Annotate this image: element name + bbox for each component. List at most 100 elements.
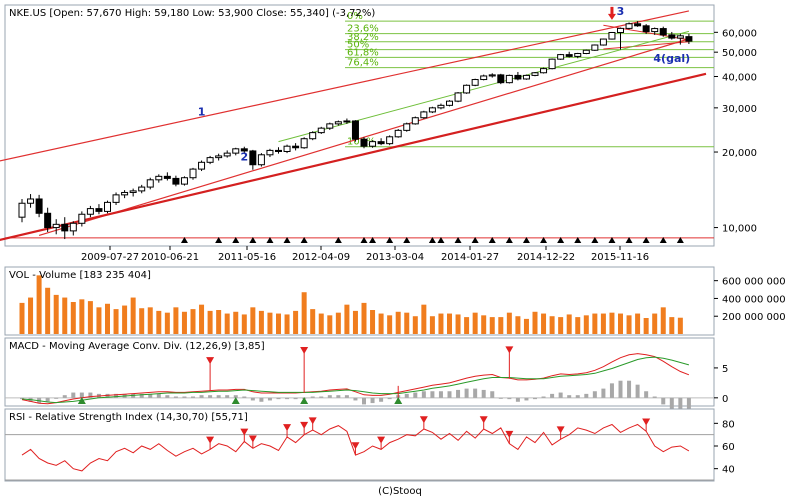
volume-bar: [335, 312, 341, 334]
y-tick-label: 400 000 000: [722, 294, 786, 305]
volume-bar: [455, 314, 461, 334]
candle-body: [420, 111, 428, 119]
histogram-bar: [353, 397, 358, 401]
volume-bar: [498, 317, 504, 334]
macd-lines: [21, 353, 690, 405]
volume-bar: [327, 315, 333, 334]
signal-triangle-icon: [488, 237, 496, 243]
volume-bar: [190, 309, 196, 334]
volume-bar: [489, 317, 495, 334]
volume-bar: [626, 315, 632, 334]
candle-body: [163, 175, 171, 179]
volume-bar: [387, 315, 393, 334]
x-tick-label: 2015-11-16: [591, 252, 649, 263]
candle-body: [548, 58, 556, 70]
volume-bar: [618, 313, 623, 334]
candle-body: [275, 149, 282, 152]
signal-triangle-icon: [369, 237, 377, 243]
fib-level-label: 76,4%: [347, 58, 379, 69]
candle-body: [206, 157, 214, 163]
volume-bar: [464, 317, 470, 334]
candle-body: [180, 177, 188, 185]
candle-body: [386, 136, 394, 145]
down-arrow-icon: [607, 6, 616, 20]
volume-bar: [45, 287, 51, 334]
upper-channel-line: [0, 10, 690, 162]
candle-body: [300, 138, 308, 149]
histogram-bar: [464, 388, 469, 398]
histogram-bar: [498, 397, 503, 399]
candle-body: [514, 74, 522, 80]
rsi-y-axis: 40 60 80: [714, 419, 735, 476]
signal-triangle-icon: [454, 237, 462, 243]
signal-triangle-icon: [437, 237, 445, 243]
histogram-bar: [259, 397, 264, 402]
candle-body: [86, 208, 94, 215]
volume-panel: 200 000 000 400 000 000 600 000 000 VOL - …: [4, 266, 786, 336]
y-tick-label: 200 000 000: [722, 312, 786, 323]
volume-bar: [87, 301, 93, 334]
histogram-bar: [71, 392, 76, 398]
macd-signal-markers: [77, 346, 514, 404]
volume-bar: [113, 309, 119, 334]
histogram-bar: [216, 395, 221, 398]
candle-body: [625, 23, 633, 29]
histogram-bar: [584, 393, 589, 398]
histogram-bar: [609, 383, 614, 398]
candle-body: [403, 123, 411, 131]
signal-triangle-icon: [540, 237, 548, 243]
candle-body: [428, 107, 436, 113]
y-tick-label: 0: [722, 394, 728, 405]
candle-body: [454, 92, 462, 102]
sell-signal-icon: [479, 416, 488, 424]
histogram-bar: [567, 395, 572, 398]
volume-bar: [139, 308, 145, 334]
x-tick-label: 2014-12-22: [517, 252, 575, 263]
y-tick-label: 40,000: [722, 72, 757, 83]
candle-body: [617, 27, 624, 33]
x-tick-label: 2012-04-09: [292, 252, 350, 263]
histogram-bar: [54, 397, 59, 399]
candle-body: [283, 145, 291, 152]
candle-body: [591, 44, 599, 51]
signal-triangle-icon: [215, 237, 223, 243]
price-y-axis: 10,000 20,000 30,000 40,000 50,000 60,000: [714, 28, 757, 235]
candle-body: [155, 175, 163, 181]
histogram-bar: [550, 393, 555, 398]
candle-body: [540, 68, 548, 74]
candle-body: [189, 168, 197, 179]
volume-bar: [421, 304, 427, 334]
volume-bar: [96, 307, 102, 334]
buy-signal-icon: [394, 397, 403, 404]
histogram-bar: [524, 397, 529, 401]
volume-bar: [241, 314, 247, 334]
sell-signal-icon: [300, 346, 309, 354]
y-tick-label: 30,000: [722, 104, 757, 115]
volume-bar: [224, 313, 230, 334]
volume-bar: [532, 311, 538, 334]
histogram-bar: [678, 397, 683, 418]
x-tick-label: 2011-05-16: [218, 252, 276, 263]
volume-bar: [199, 304, 205, 334]
volume-bar: [549, 316, 555, 334]
volume-bar: [566, 314, 572, 334]
histogram-bar: [627, 380, 632, 398]
rsi-series-line: [21, 423, 690, 472]
sell-signal-icon: [248, 435, 257, 443]
histogram-bar: [438, 391, 443, 398]
candle-body: [497, 74, 505, 84]
candle-body: [138, 186, 146, 192]
signal-triangle-icon: [428, 237, 436, 243]
candle-body: [505, 74, 513, 84]
volume-bars: [19, 275, 683, 334]
fib-level-label: 23,6%: [347, 24, 379, 35]
sell-signal-icon: [351, 442, 360, 450]
volume-bar: [609, 312, 615, 334]
candle-body: [223, 152, 231, 157]
histogram-bar: [430, 391, 435, 398]
volume-bar: [429, 316, 435, 334]
triangle-bottom-line: [603, 41, 689, 50]
sell-signal-icon: [505, 346, 514, 354]
volume-bar: [216, 310, 222, 334]
candle-body: [685, 36, 693, 42]
